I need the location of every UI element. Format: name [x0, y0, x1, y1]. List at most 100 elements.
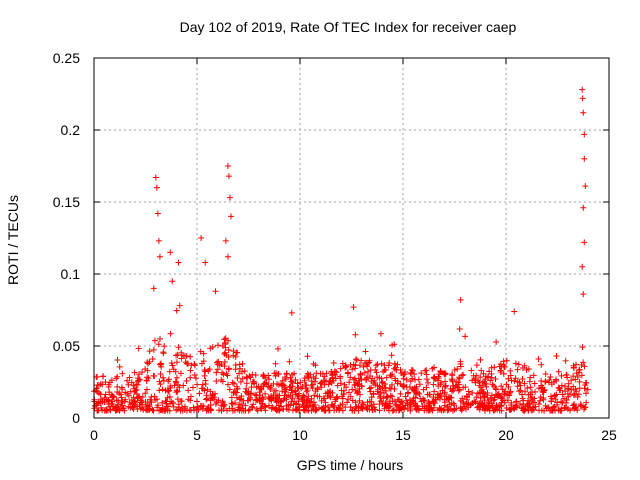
data-point — [201, 372, 208, 379]
data-point — [493, 386, 500, 393]
data-point — [490, 397, 497, 404]
data-point — [356, 362, 363, 369]
data-point — [173, 374, 180, 381]
data-point — [115, 401, 122, 408]
data-point — [572, 386, 579, 393]
data-point — [377, 385, 384, 392]
data-point — [572, 404, 579, 411]
data-point — [562, 388, 569, 395]
data-point — [188, 362, 195, 369]
data-point — [139, 404, 146, 411]
data-point — [191, 361, 198, 368]
data-point — [455, 387, 462, 394]
data-point — [368, 384, 375, 391]
data-point — [489, 381, 496, 388]
data-point — [529, 397, 536, 404]
data-point — [112, 407, 119, 414]
data-point — [177, 370, 184, 377]
data-point — [580, 204, 587, 211]
data-point — [225, 346, 232, 353]
data-point — [268, 405, 275, 412]
data-point — [383, 374, 390, 381]
data-point — [376, 407, 383, 414]
data-point — [541, 387, 548, 394]
data-point — [531, 380, 538, 387]
data-point — [415, 407, 422, 414]
data-point — [216, 362, 223, 369]
data-point — [214, 359, 221, 366]
data-point — [558, 372, 565, 379]
data-point — [114, 357, 121, 364]
data-point — [364, 363, 371, 370]
data-point — [147, 398, 154, 405]
data-point — [426, 406, 433, 413]
data-point — [261, 380, 268, 387]
data-point — [294, 380, 301, 387]
data-point — [322, 399, 329, 406]
data-point — [159, 399, 166, 406]
data-point — [288, 309, 295, 316]
data-point — [133, 386, 140, 393]
data-point — [389, 393, 396, 400]
data-point — [168, 360, 175, 367]
data-point — [312, 362, 319, 369]
data-point — [232, 362, 239, 369]
data-point — [543, 405, 550, 412]
data-point — [564, 374, 571, 381]
data-point — [118, 399, 125, 406]
data-point — [121, 398, 128, 405]
data-point — [101, 394, 108, 401]
data-point — [304, 387, 311, 394]
data-point — [362, 348, 369, 355]
data-point — [236, 370, 243, 377]
x-tick-label: 5 — [193, 427, 201, 443]
data-point — [178, 398, 185, 405]
data-point — [425, 402, 432, 409]
data-point — [128, 379, 135, 386]
data-point — [318, 384, 325, 391]
data-point — [187, 374, 194, 381]
data-point — [243, 380, 250, 387]
data-point — [562, 357, 569, 364]
data-point — [511, 403, 518, 410]
data-point — [540, 396, 547, 403]
data-point — [438, 379, 445, 386]
data-point — [109, 392, 116, 399]
data-point — [445, 406, 452, 413]
data-point — [105, 383, 112, 390]
data-point — [557, 387, 564, 394]
data-point — [320, 395, 327, 402]
data-point — [221, 363, 228, 370]
data-point — [576, 367, 583, 374]
data-point — [135, 345, 142, 352]
data-point — [156, 387, 163, 394]
data-point — [422, 367, 429, 374]
data-point — [220, 403, 227, 410]
data-point — [94, 373, 101, 380]
data-point — [111, 405, 118, 412]
data-point — [234, 385, 241, 392]
data-point — [301, 375, 308, 382]
data-point — [503, 381, 510, 388]
data-point — [390, 407, 397, 414]
data-point — [278, 403, 285, 410]
data-point — [167, 330, 174, 337]
data-point — [486, 368, 493, 375]
data-point — [142, 390, 149, 397]
data-point — [142, 365, 149, 372]
data-point — [579, 95, 586, 102]
data-point — [206, 366, 213, 373]
data-point — [415, 376, 422, 383]
data-point — [411, 387, 418, 394]
data-point — [361, 369, 368, 376]
data-point — [227, 213, 234, 220]
data-point — [391, 360, 398, 367]
axis-ticks — [93, 57, 610, 419]
data-point — [221, 350, 228, 357]
data-point — [244, 374, 251, 381]
data-point — [241, 368, 248, 375]
data-point — [226, 386, 233, 393]
data-point — [180, 352, 187, 359]
data-point — [234, 375, 241, 382]
data-point — [223, 370, 230, 377]
